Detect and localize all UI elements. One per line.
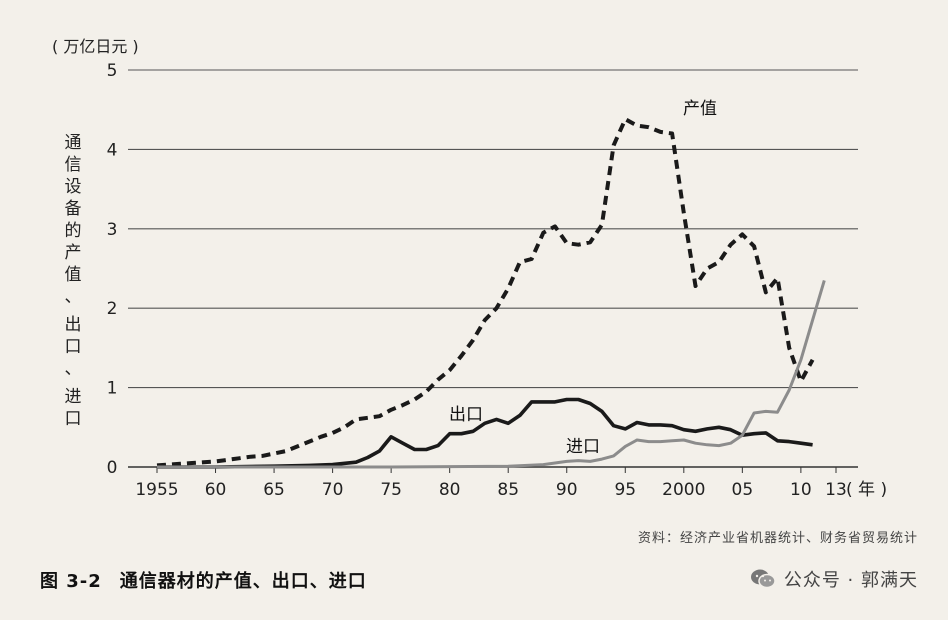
series-label-export: 出口	[449, 405, 483, 425]
y-tick-label: 3	[107, 220, 118, 240]
y-title-char: 出	[65, 315, 82, 335]
x-tick-label: 65	[263, 480, 285, 500]
x-unit-label: ( 年 )	[846, 480, 887, 500]
y-tick-label: 5	[107, 61, 118, 81]
x-tick-label: 90	[556, 480, 578, 500]
y-title-char: 口	[65, 337, 82, 357]
y-title-char: 备	[65, 199, 82, 219]
x-tick-label: 85	[497, 480, 519, 500]
y-tick-label: 1	[107, 379, 118, 399]
figure-number: 图 3-2	[40, 571, 102, 592]
y-tick-label: 0	[107, 458, 118, 478]
x-tick-label: 70	[322, 480, 344, 500]
y-title-char: 通	[65, 133, 82, 153]
series-line-import	[157, 279, 826, 469]
series-label-production: 产值	[683, 99, 717, 119]
y-title-char: 、	[65, 287, 82, 307]
y-title-char: 、	[65, 359, 82, 379]
y-title-char: 口	[65, 409, 82, 429]
y-title-char: 信	[65, 155, 82, 175]
y-tick-label: 4	[107, 140, 118, 160]
y-tick-labels: 0 1 2 3 4 5	[107, 61, 118, 478]
grid-lines	[128, 69, 858, 468]
y-title-char: 产	[65, 243, 82, 263]
y-title-char: 进	[65, 387, 82, 407]
series-lines	[156, 117, 826, 469]
x-tick-label: 1955	[135, 480, 178, 500]
x-tick-label: 95	[614, 480, 636, 500]
x-tick-label: 05	[732, 480, 754, 500]
x-tick-label: 10	[790, 480, 812, 500]
y-title-char: 设	[65, 177, 82, 197]
series-label-import: 进口	[566, 437, 600, 457]
y-unit-label: ( 万亿日元 )	[52, 37, 139, 56]
x-tick-label: 2000	[662, 480, 705, 500]
x-tick-label: 60	[205, 480, 227, 500]
wechat-icon	[750, 568, 776, 590]
series-line-production	[156, 117, 815, 468]
x-tick-label: 75	[380, 480, 402, 500]
series-line-export	[157, 397, 813, 469]
x-tick-label: 80	[439, 480, 461, 500]
x-tick-label: 13	[825, 480, 847, 500]
figure-title: 通信器材的产值、出口、进口	[119, 571, 367, 592]
y-title-char: 值	[65, 265, 82, 285]
source-note: 资料：经济产业省机器统计、财务省贸易统计	[637, 531, 918, 546]
y-tick-label: 2	[107, 299, 118, 319]
watermark-text: 公众号 · 郭满天	[783, 570, 918, 591]
x-tick-labels: 1955 60 65 70 75 80 85 90 95 2000 05 10 13	[135, 467, 847, 500]
watermark: 公众号 · 郭满天	[750, 566, 918, 592]
y-title-char: 的	[65, 221, 82, 241]
figure-caption: 图 3-2 通信器材的产值、出口、进口	[40, 567, 367, 593]
